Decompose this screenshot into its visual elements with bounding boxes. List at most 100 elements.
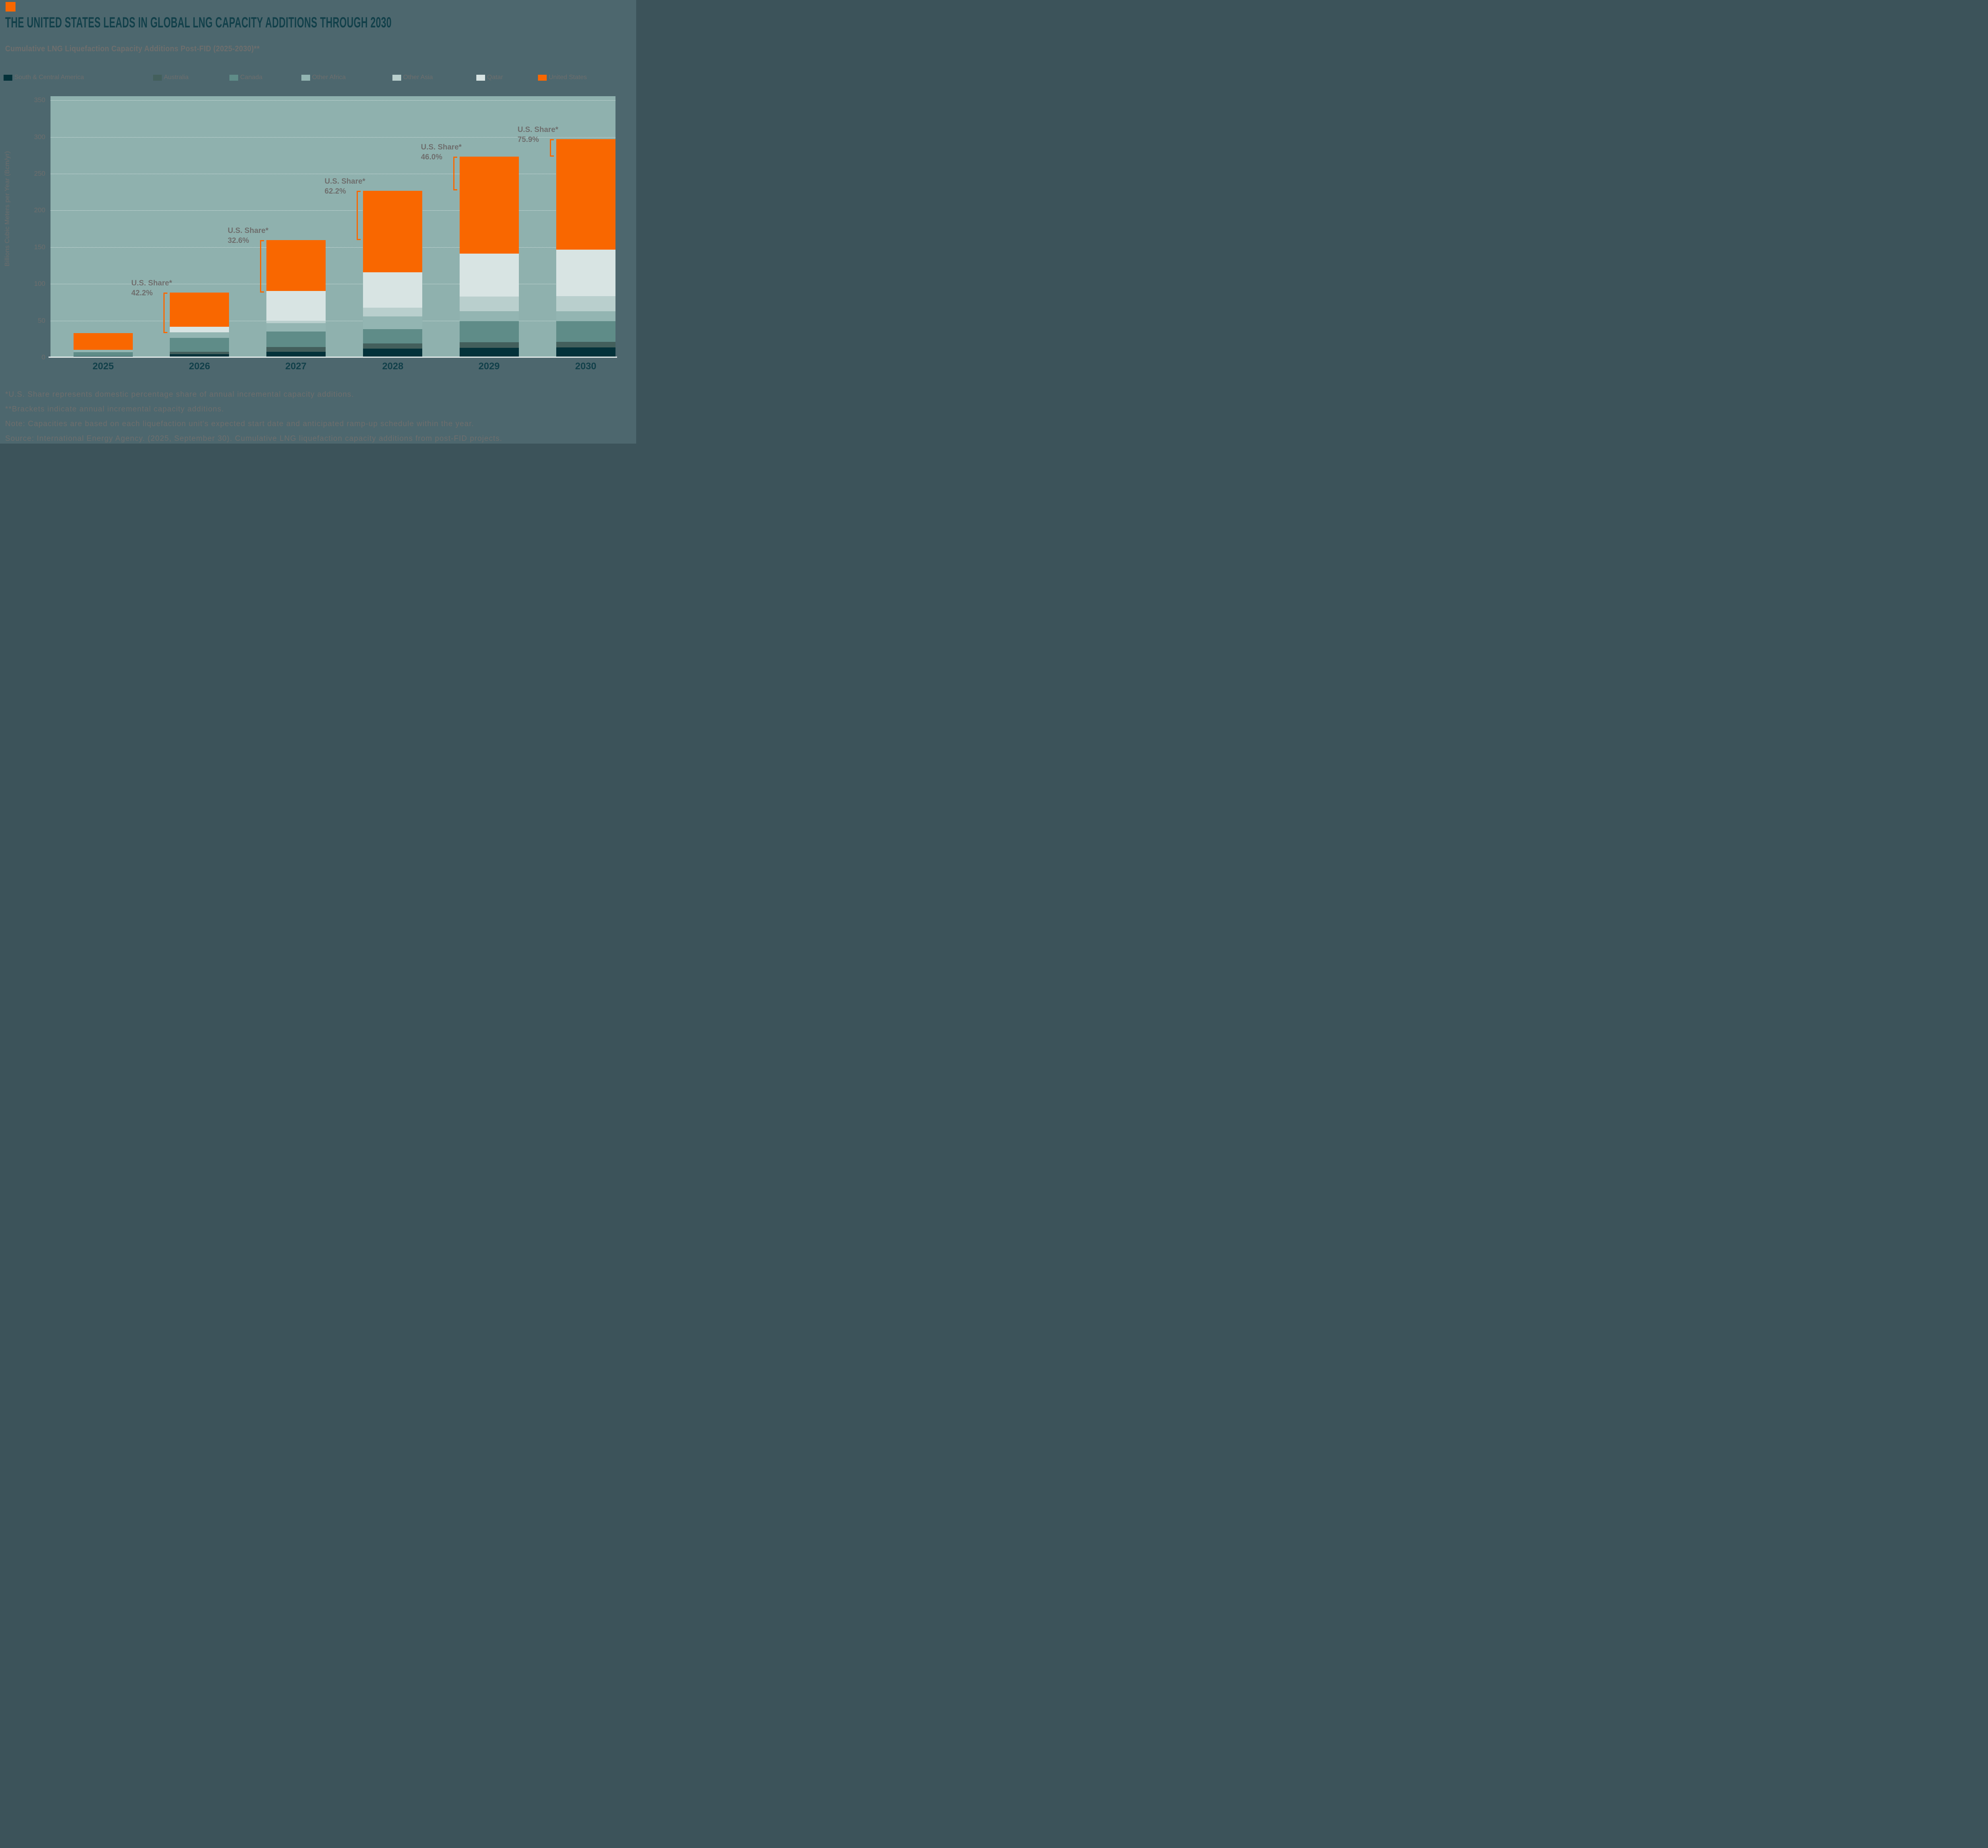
incremental-bracket-2030 xyxy=(549,139,554,157)
us-share-label-2026: U.S. Share* 42.2% xyxy=(131,278,199,298)
infographic-page: THE UNITED STATES LEADS IN GLOBAL LNG CA… xyxy=(0,0,636,444)
x-axis-label-2030: 2030 xyxy=(575,361,596,372)
legend-swatch-qatar xyxy=(476,75,485,81)
legend-swatch-south-central-america xyxy=(4,75,12,81)
bar-segment-australia-2026 xyxy=(170,352,229,355)
y-tick-label-150: 150 xyxy=(34,243,45,251)
incremental-bracket-2027 xyxy=(260,240,264,293)
y-tick-label-50: 50 xyxy=(38,316,45,324)
bar-segment-australia-2028 xyxy=(363,343,423,349)
bar-segment-qatar-2030 xyxy=(556,250,615,296)
gridline-200 xyxy=(50,210,615,211)
us-share-label-2029: U.S. Share* 46.0% xyxy=(421,142,489,162)
bar-segment-united-states-2025 xyxy=(74,333,133,350)
legend-label-other-africa: Other Africa xyxy=(312,74,346,81)
bar-segment-qatar-2027 xyxy=(266,291,326,321)
bar-segment-other-africa-2026 xyxy=(170,332,229,338)
x-axis-line xyxy=(49,357,617,358)
legend-label-qatar: Qatar xyxy=(487,74,503,81)
bar-segment-australia-2029 xyxy=(459,342,519,348)
legend-swatch-united-states xyxy=(538,75,547,81)
plot-area-background xyxy=(50,96,615,357)
incremental-bracket-2029 xyxy=(453,156,457,191)
bar-segment-other-africa-2029 xyxy=(459,311,519,322)
us-share-label-title-2028: U.S. Share* xyxy=(324,177,365,186)
bar-segment-other-africa-2028 xyxy=(363,316,423,329)
legend-swatch-canada xyxy=(229,75,238,81)
footnote-note: Note: Capacities are based on each lique… xyxy=(5,420,474,428)
legend-swatch-other-africa xyxy=(301,75,310,81)
gridline-150 xyxy=(50,247,615,248)
footnote-brackets: **Brackets indicate annual incremental c… xyxy=(5,405,224,413)
footnote-us-share: *U.S. Share represents domestic percenta… xyxy=(5,390,354,399)
brand-logo-mark xyxy=(6,2,16,12)
bar-segment-south-central-america-2030 xyxy=(556,347,615,357)
us-share-label-value-2029: 46.0% xyxy=(421,153,443,161)
y-tick-label-350: 350 xyxy=(34,96,45,104)
bar-segment-other-asia-2029 xyxy=(459,296,519,312)
legend-swatch-australia xyxy=(153,75,162,81)
x-axis-label-2025: 2025 xyxy=(92,361,114,372)
y-tick-label-250: 250 xyxy=(34,170,45,177)
us-share-label-value-2028: 62.2% xyxy=(324,187,346,196)
x-axis-label-2027: 2027 xyxy=(285,361,307,372)
us-share-label-title-2030: U.S. Share* xyxy=(517,126,559,134)
x-axis-label-2028: 2028 xyxy=(382,361,404,372)
bar-segment-united-states-2029 xyxy=(459,156,519,254)
bar-segment-united-states-2027 xyxy=(266,240,326,291)
bar-segment-canada-2029 xyxy=(459,321,519,343)
bar-segment-other-asia-2027 xyxy=(266,320,326,324)
chart-subtitle: Cumulative LNG Liquefaction Capacity Add… xyxy=(5,45,260,53)
us-share-label-title-2029: U.S. Share* xyxy=(421,143,462,151)
bar-segment-qatar-2028 xyxy=(363,272,423,308)
bar-segment-united-states-2026 xyxy=(170,293,229,327)
bar-segment-south-central-america-2029 xyxy=(459,347,519,357)
bar-segment-canada-2028 xyxy=(363,329,423,343)
legend-label-canada: Canada xyxy=(240,74,263,81)
us-share-label-title-2027: U.S. Share* xyxy=(227,227,269,235)
bar-segment-australia-2027 xyxy=(266,347,326,352)
bar-segment-south-central-america-2028 xyxy=(363,348,423,357)
bar-segment-canada-2030 xyxy=(556,321,615,342)
incremental-bracket-2028 xyxy=(357,190,361,240)
bar-segment-other-asia-2028 xyxy=(363,308,423,316)
y-tick-label-0: 0 xyxy=(41,353,45,361)
bar-segment-canada-2026 xyxy=(170,338,229,352)
bar-segment-other-asia-2030 xyxy=(556,296,615,311)
bar-segment-canada-2025 xyxy=(74,352,133,357)
x-axis-label-2029: 2029 xyxy=(478,361,500,372)
y-axis-title: Billions Cubic Meters per Year (Bcm/yr) xyxy=(4,151,11,267)
incremental-bracket-2026 xyxy=(163,293,168,334)
gridline-350 xyxy=(50,100,615,101)
bar-segment-canada-2027 xyxy=(266,332,326,347)
legend-label-south-central-america: South & Central America xyxy=(14,74,84,81)
x-axis-label-2026: 2026 xyxy=(189,361,210,372)
bar-segment-other-africa-2030 xyxy=(556,311,615,321)
legend-label-other-asia: Other Asia xyxy=(403,74,433,81)
bar-segment-australia-2030 xyxy=(556,342,615,348)
us-share-label-value-2027: 32.6% xyxy=(227,237,249,245)
us-share-label-2027: U.S. Share* 32.6% xyxy=(228,226,295,246)
legend-label-united-states: United States xyxy=(549,74,587,81)
y-tick-label-300: 300 xyxy=(34,133,45,141)
y-tick-label-200: 200 xyxy=(34,206,45,214)
legend-swatch-other-asia xyxy=(392,75,401,81)
bar-segment-other-africa-2025 xyxy=(74,349,133,353)
us-share-label-2028: U.S. Share* 62.2% xyxy=(324,176,392,196)
bar-segment-south-central-america-2026 xyxy=(170,354,229,357)
bar-segment-united-states-2030 xyxy=(556,139,615,250)
gridline-300 xyxy=(50,137,615,138)
legend-label-australia: Australia xyxy=(164,74,189,81)
us-share-label-2030: U.S. Share* 75.9% xyxy=(518,125,585,145)
y-tick-label-100: 100 xyxy=(34,280,45,288)
us-share-label-value-2026: 42.2% xyxy=(131,289,153,297)
us-share-label-value-2030: 75.9% xyxy=(517,136,539,144)
bar-segment-qatar-2029 xyxy=(459,254,519,297)
bar-segment-south-central-america-2027 xyxy=(266,352,326,357)
us-share-label-title-2026: U.S. Share* xyxy=(131,279,172,287)
bar-segment-united-states-2028 xyxy=(363,190,423,272)
bar-segment-other-africa-2027 xyxy=(266,323,326,332)
chart-legend: South & Central America Australia Canada Ot… xyxy=(0,74,636,83)
page-title: THE UNITED STATES LEADS IN GLOBAL LNG CA… xyxy=(5,14,392,31)
footnote-source: Source: International Energy Agency. (20… xyxy=(5,434,503,443)
